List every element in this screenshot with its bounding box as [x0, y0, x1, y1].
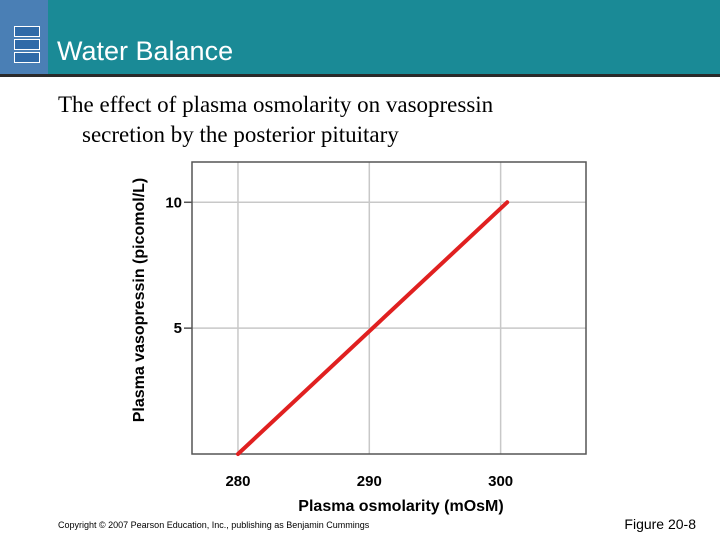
x-axis-label: Plasma osmolarity (mOsM) — [298, 498, 503, 515]
header-rule — [0, 74, 720, 77]
slide-title: Water Balance — [57, 36, 234, 66]
slide-subtitle: The effect of plasma osmolarity on vasop… — [58, 90, 678, 150]
grid-layer — [192, 162, 586, 454]
x-tick-label: 290 — [357, 473, 382, 490]
footer-copyright: Copyright © 2007 Pearson Education, Inc.… — [58, 520, 370, 530]
slide-logo-icon — [14, 26, 40, 64]
y-tick-label: 5 — [174, 320, 182, 337]
plot-frame — [191, 161, 587, 455]
figure-label: Figure 20-8 — [624, 516, 696, 532]
y-axis-label: Plasma vasopressin (picomol/L) — [131, 178, 148, 423]
subtitle-line-2: secretion by the posterior pituitary — [82, 122, 399, 147]
y-tick-label: 10 — [165, 194, 182, 211]
series-layer — [236, 200, 510, 456]
ticks-layer: 280 290 300 5 10 — [165, 194, 513, 490]
x-tick-label: 280 — [225, 473, 250, 490]
x-tick-label: 300 — [488, 473, 513, 490]
vasopressin-line — [236, 200, 510, 456]
subtitle-line-1: The effect of plasma osmolarity on vasop… — [58, 92, 494, 117]
header-bar — [0, 0, 720, 74]
